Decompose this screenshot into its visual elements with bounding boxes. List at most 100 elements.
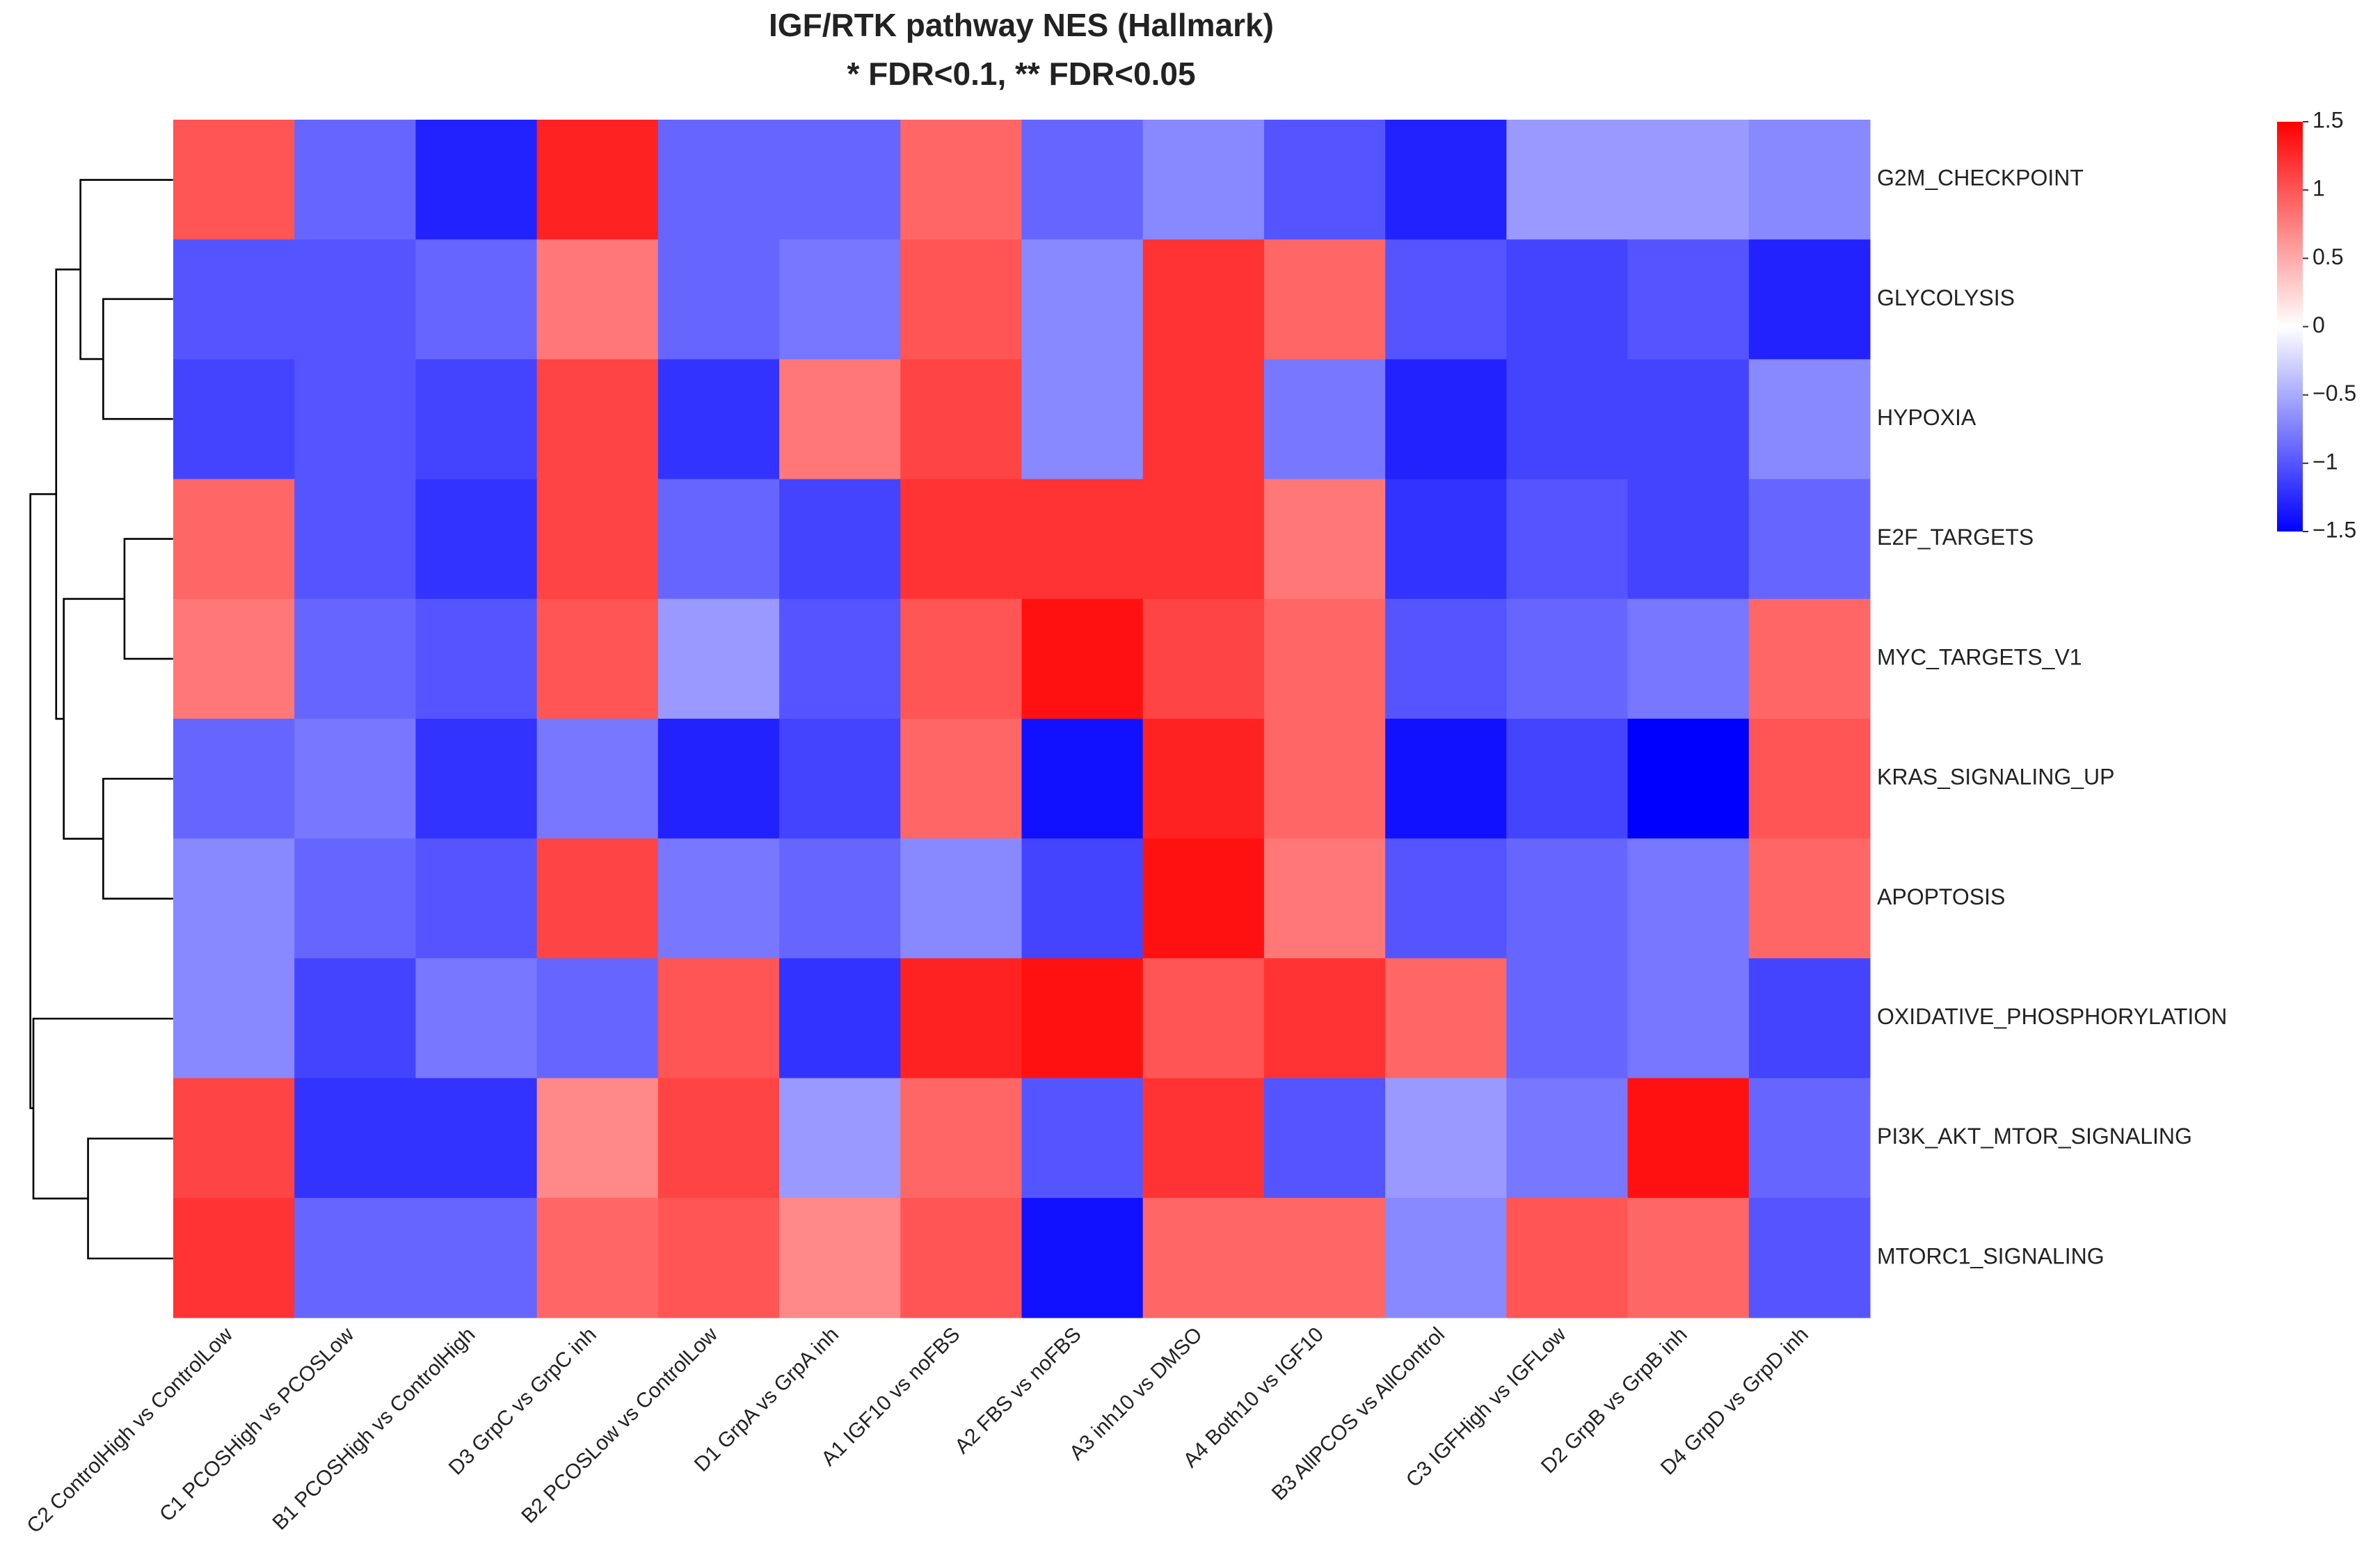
heatmap-cell [1142, 120, 1265, 240]
heatmap-cell [779, 598, 901, 719]
heatmap-cell [1506, 1078, 1629, 1199]
heatmap-cell [173, 598, 295, 719]
column-label: A2 FBS vs noFBS [950, 1323, 1085, 1458]
colorbar-tick-label: 0.5 [2313, 244, 2343, 269]
heatmap-cell [1263, 719, 1386, 839]
row-label: E2F_TARGETS [1877, 525, 2034, 550]
column-label: A3 inh10 vs DMSO [1065, 1323, 1207, 1465]
heatmap-cell [779, 1078, 901, 1199]
heatmap-cell [1142, 479, 1265, 600]
heatmap-cell [1142, 239, 1265, 360]
heatmap-cell [1748, 719, 1871, 839]
heatmap-cell [415, 958, 538, 1079]
heatmap-cell [1385, 719, 1507, 839]
heatmap-cell [536, 1197, 659, 1318]
heatmap-cell [1506, 359, 1629, 480]
heatmap-cell [173, 359, 295, 480]
heatmap-cell [657, 598, 780, 719]
heatmap-cell [294, 1197, 416, 1318]
heatmap-cell [415, 838, 538, 959]
heatmap-cell [1385, 598, 1507, 719]
heatmap-cell [1748, 838, 1871, 959]
heatmap-cell [1142, 1197, 1265, 1318]
heatmap-cell [1263, 239, 1386, 360]
heatmap-cell [1385, 1197, 1507, 1318]
heatmap-cell [1142, 838, 1265, 959]
heatmap-cell [1627, 120, 1750, 240]
heatmap-cell [294, 1078, 416, 1199]
heatmap-cell [1263, 838, 1386, 959]
heatmap-cell [415, 719, 538, 839]
heatmap-cell [1021, 719, 1144, 839]
heatmap-cell [415, 359, 538, 480]
colorbar-tick-label: 0 [2313, 312, 2325, 337]
column-label: A1 IGF10 vs noFBS [817, 1323, 964, 1471]
heatmap-cell [1748, 359, 1871, 480]
heatmap-cell [1263, 958, 1386, 1079]
heatmap-cell [1142, 1078, 1265, 1199]
heatmap-cell [173, 719, 295, 839]
heatmap-cell [294, 958, 416, 1079]
heatmap-cell [536, 120, 659, 240]
colorbar-tick-label: −1 [2313, 449, 2338, 474]
heatmap-cell [1021, 1197, 1144, 1318]
heatmap-cell [1748, 479, 1871, 600]
heatmap-cell [1748, 598, 1871, 719]
column-label: B2 PCOSLow vs ControlLow [517, 1323, 722, 1528]
heatmap-cell [779, 479, 901, 600]
colorbar-tick-label: 1.5 [2313, 107, 2343, 132]
heatmap-cell [294, 479, 416, 600]
heatmap-cell [1627, 1078, 1750, 1199]
heatmap-cell [657, 838, 780, 959]
row-label: APOPTOSIS [1877, 884, 2005, 909]
heatmap-cell [1748, 1078, 1871, 1199]
heatmap-cell [1385, 359, 1507, 480]
heatmap-cell [779, 239, 901, 360]
heatmap-cell [1142, 719, 1265, 839]
heatmap-cell [1021, 958, 1144, 1079]
heatmap-cell [536, 719, 659, 839]
heatmap-cell [900, 239, 1022, 360]
heatmap-cell [657, 958, 780, 1079]
heatmap-cell [657, 479, 780, 600]
heatmap-cell [1627, 359, 1750, 480]
heatmap-cell [900, 1197, 1022, 1318]
heatmap-cell [900, 719, 1022, 839]
heatmap-cell [1627, 719, 1750, 839]
row-label: GLYCOLYSIS [1877, 285, 2015, 310]
heatmap-cell [1506, 958, 1629, 1079]
colorbar [2277, 122, 2303, 532]
heatmap-cell [1627, 598, 1750, 719]
heatmap-cell [1021, 239, 1144, 360]
heatmap-cell [1021, 359, 1144, 480]
heatmap-cell [173, 1197, 295, 1318]
heatmap-cell [536, 359, 659, 480]
row-label: OXIDATIVE_PHOSPHORYLATION [1877, 1004, 2227, 1029]
heatmap-cell [1748, 958, 1871, 1079]
heatmap-cell [1263, 120, 1386, 240]
heatmap-cell [1748, 120, 1871, 240]
heatmap-cell [657, 120, 780, 240]
heatmap-cell [900, 958, 1022, 1079]
heatmap-cell [1506, 479, 1629, 600]
heatmap-cell [294, 120, 416, 240]
heatmap-cell [657, 719, 780, 839]
heatmap-cell [657, 1078, 780, 1199]
heatmap-cell [294, 239, 416, 360]
heatmap-cell [657, 1197, 780, 1318]
heatmap-cell [779, 359, 901, 480]
heatmap-cell [173, 120, 295, 240]
heatmap-cell [1263, 1197, 1386, 1318]
heatmap-cell [173, 479, 295, 600]
heatmap-cell [415, 1197, 538, 1318]
heatmap-cell [1021, 598, 1144, 719]
heatmap-cell [415, 598, 538, 719]
column-label: B1 PCOSHigh vs ControlHigh [269, 1323, 480, 1535]
heatmap-cell [415, 120, 538, 240]
row-label: MYC_TARGETS_V1 [1877, 644, 2082, 669]
heatmap-cell [536, 1078, 659, 1199]
heatmap-cell [1263, 359, 1386, 480]
heatmap-cell [1263, 1078, 1386, 1199]
heatmap-cell [1627, 1197, 1750, 1318]
heatmap-cell [1142, 958, 1265, 1079]
